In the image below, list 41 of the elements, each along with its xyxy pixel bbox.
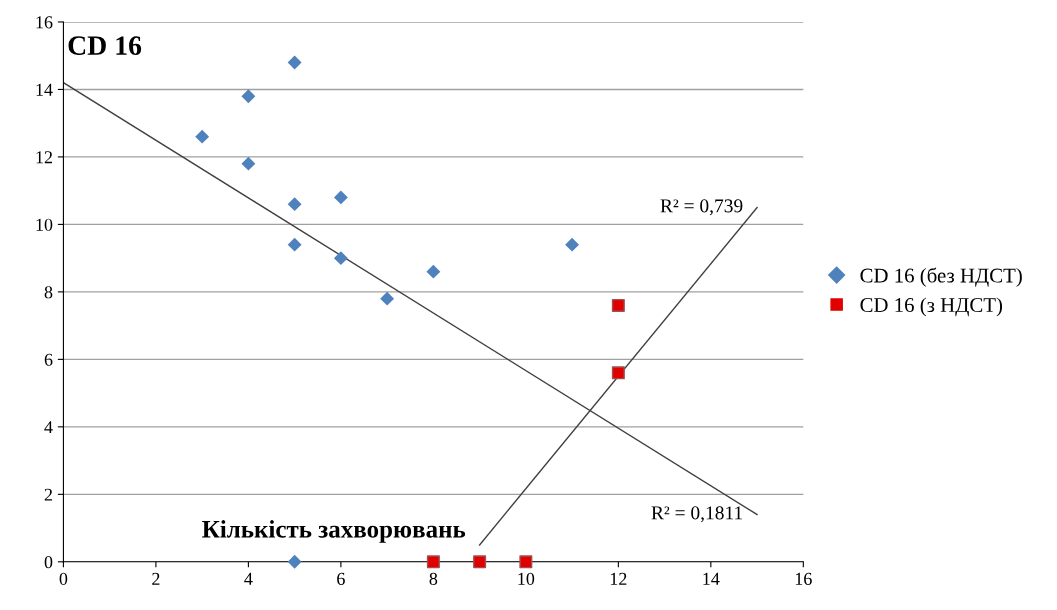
point bbox=[426, 555, 440, 569]
x-tick-label: 4 bbox=[244, 572, 253, 585]
y-tick-label: 16 bbox=[36, 16, 53, 29]
point bbox=[426, 264, 441, 279]
legend-label: CD 16 (без НДСТ) bbox=[860, 267, 1022, 287]
annotation: R² = 0,1811 bbox=[651, 506, 743, 523]
point bbox=[241, 89, 256, 104]
y-tick-label: 2 bbox=[44, 488, 53, 501]
point bbox=[611, 298, 625, 312]
point bbox=[473, 555, 487, 569]
y-tick-label: 14 bbox=[36, 83, 53, 96]
x-tick-label: 8 bbox=[429, 572, 438, 585]
y-tick-label: 12 bbox=[36, 151, 53, 164]
y-tick-label: 6 bbox=[44, 353, 53, 366]
legend-label: CD 16 (з НДСТ) bbox=[860, 297, 1003, 317]
x-tick-label: 14 bbox=[703, 572, 720, 585]
point bbox=[519, 555, 533, 569]
y-tick-label: 10 bbox=[36, 218, 53, 231]
x-tick-label: 2 bbox=[152, 572, 160, 585]
x-axis-title: Кількість захворювань bbox=[202, 520, 466, 543]
chart-title: CD 16 bbox=[68, 36, 142, 55]
point bbox=[611, 366, 625, 380]
point bbox=[241, 156, 256, 171]
annotation: R² = 0,739 bbox=[660, 199, 743, 216]
y-tick-label: 4 bbox=[44, 421, 53, 434]
point bbox=[195, 129, 210, 144]
point bbox=[287, 197, 302, 212]
x-tick-label: 0 bbox=[59, 572, 68, 585]
point bbox=[380, 291, 395, 306]
x-tick-label: 10 bbox=[518, 572, 535, 585]
y-tick-label: 0 bbox=[44, 556, 53, 569]
y-tick-label: 8 bbox=[44, 286, 53, 299]
x-tick-label: 6 bbox=[337, 572, 345, 585]
point bbox=[287, 554, 302, 569]
point bbox=[287, 55, 302, 70]
point bbox=[333, 251, 348, 266]
point bbox=[565, 237, 580, 252]
x-tick-label: 12 bbox=[610, 572, 627, 585]
x-tick-label: 16 bbox=[795, 572, 812, 585]
point bbox=[287, 237, 302, 252]
point bbox=[333, 190, 348, 205]
